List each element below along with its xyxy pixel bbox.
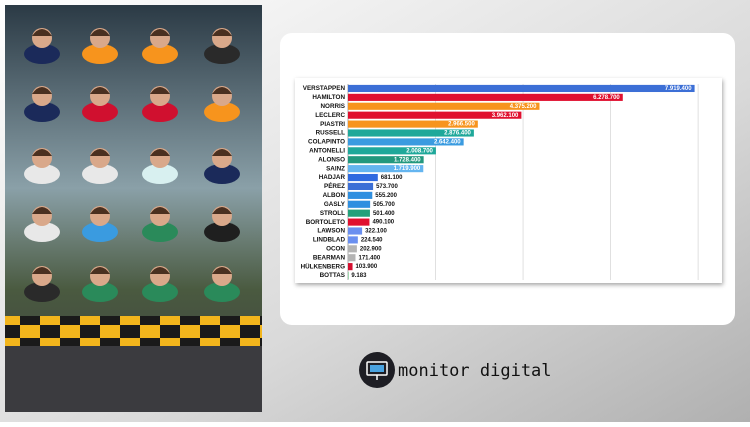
y-tick-label: VERSTAPPEN (303, 85, 346, 92)
value-label: 171.400 (359, 255, 381, 261)
value-label: 501.400 (373, 211, 395, 217)
y-tick-label: PÉREZ (324, 181, 345, 190)
y-tick-label: HADJAR (319, 174, 346, 181)
value-label: 202.900 (360, 246, 382, 252)
y-tick-label: HÜLKENBERG (301, 261, 346, 270)
value-label: 4.375.200 (510, 104, 537, 110)
brand-name: monitor digital (398, 361, 552, 381)
value-label: 555.200 (375, 193, 397, 199)
value-label: 3.962.100 (492, 113, 519, 119)
bar (348, 219, 369, 226)
y-tick-label: COLAPINTO (308, 139, 345, 146)
bar (348, 210, 370, 217)
bar (348, 85, 695, 92)
value-label: 2.966.500 (448, 122, 475, 128)
y-tick-label: HAMILTON (312, 94, 345, 101)
checkered-band (5, 316, 262, 346)
value-label: 2.876.400 (444, 131, 471, 137)
y-tick-label: ALONSO (318, 156, 345, 163)
y-tick-label: SAINZ (326, 165, 345, 172)
value-label: 322.100 (365, 229, 387, 235)
y-tick-label: PIASTRI (320, 121, 345, 128)
bar (348, 245, 357, 252)
value-label: 224.540 (361, 237, 383, 243)
value-label: 7.919.400 (665, 86, 692, 92)
value-label: 9.183 (351, 273, 367, 279)
y-tick-label: RUSSELL (316, 130, 346, 137)
y-tick-label: STROLL (320, 210, 345, 217)
bar (348, 94, 623, 101)
value-label: 6.278.700 (593, 95, 620, 101)
y-tick-label: GASLY (324, 201, 346, 208)
bar (348, 263, 353, 270)
value-label: 1.719.900 (394, 166, 421, 172)
value-label: 2.642.400 (434, 139, 461, 145)
value-label: 681.100 (381, 175, 403, 181)
bar (348, 192, 372, 199)
bar (348, 254, 356, 261)
logo-screen (370, 365, 384, 372)
value-label: 2.008.700 (406, 148, 433, 154)
bar (348, 183, 373, 190)
value-label: 1.728.400 (394, 157, 421, 163)
track (5, 346, 262, 412)
y-tick-label: BOTTAS (320, 272, 345, 279)
value-label: 505.700 (373, 202, 395, 208)
bar (348, 174, 378, 181)
value-label: 573.700 (376, 184, 398, 190)
bar (348, 227, 362, 234)
bar (348, 236, 358, 243)
y-tick-label: BEARMAN (313, 254, 346, 261)
y-tick-label: LINDBLAD (313, 237, 346, 244)
y-tick-label: LAWSON (317, 228, 345, 235)
y-tick-label: ALBON (323, 192, 346, 199)
y-tick-label: ANTONELLI (309, 147, 345, 154)
value-label: 490.100 (372, 220, 394, 226)
bar (348, 201, 370, 208)
y-tick-label: NORRIS (321, 103, 346, 110)
driver-collage (5, 5, 262, 412)
value-label: 103.900 (356, 264, 378, 270)
y-tick-label: OCON (326, 245, 345, 252)
y-tick-label: LECLERC (315, 112, 345, 119)
y-tick-label: BORTOLETO (306, 219, 345, 226)
